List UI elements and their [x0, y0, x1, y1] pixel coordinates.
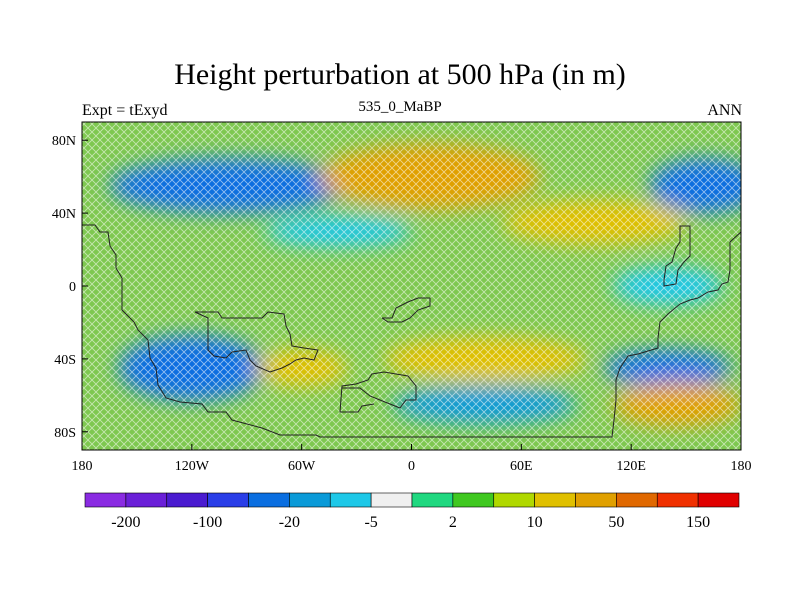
x-tick-label: 180: [72, 459, 93, 474]
colorbar-swatch: [248, 492, 290, 508]
colorbar-label: 50: [608, 514, 624, 531]
colorbar-swatch: [329, 492, 372, 508]
period-label: 535_0_MaBP: [358, 99, 442, 115]
coastline-antarctic-peninsula: [194, 311, 319, 373]
colorbar: -200 -100 -20 -5 2 10 50 150: [84, 492, 740, 531]
colorbar-label: -5: [364, 514, 377, 531]
coastline-south-america: [82, 224, 741, 438]
x-tick-label: 180: [731, 459, 752, 474]
x-tick-label: 120W: [175, 459, 210, 474]
season-label: ANN: [707, 102, 742, 119]
colorbar-label: -100: [193, 514, 222, 531]
coastline-weddell: [339, 371, 417, 413]
colorbar-swatch: [616, 492, 658, 508]
chart-title: Height perturbation at 500 hPa (in m): [174, 58, 626, 91]
x-tick-label: 120E: [616, 459, 646, 474]
coastlines: [82, 224, 741, 438]
colorbar-swatch: [452, 492, 495, 508]
colorbar-swatch: [411, 492, 454, 508]
x-tick-label: 0: [408, 459, 415, 474]
x-tick-label: 60W: [288, 459, 316, 474]
coastline-east: [663, 225, 691, 287]
colorbar-swatch: [656, 492, 699, 508]
experiment-label: Expt = tExyd: [82, 102, 168, 119]
colorbar-swatch: [289, 492, 331, 508]
colorbar-swatch: [493, 492, 535, 508]
colorbar-label: 150: [686, 514, 710, 531]
colorbar-swatch: [207, 492, 249, 508]
y-tick-label: 40N: [52, 207, 76, 222]
x-axis: 180 120W 60W 0 60E 120E 180: [72, 444, 752, 474]
colorbar-swatch: [125, 492, 168, 508]
colorbar-swatch: [166, 492, 208, 508]
colorbar-label: 10: [527, 514, 543, 531]
y-tick-label: 0: [69, 280, 76, 295]
y-axis: 80N 40N 0 40S 80S: [52, 134, 88, 441]
hatch-overlay: [82, 122, 741, 450]
colorbar-label: -200: [111, 514, 140, 531]
map-plot-area: [82, 122, 741, 450]
colorbar-swatch: [84, 492, 127, 508]
colorbar-swatch: [697, 492, 740, 508]
x-tick-label: 60E: [510, 459, 533, 474]
colorbar-label: 2: [449, 514, 457, 531]
y-tick-label: 40S: [54, 353, 76, 368]
colorbar-swatch: [370, 492, 413, 508]
colorbar-swatch: [575, 492, 617, 508]
colorbar-label: -20: [279, 514, 300, 531]
coastline-africa-tip: [381, 297, 431, 323]
colorbar-swatch: [534, 492, 576, 508]
y-tick-label: 80N: [52, 134, 76, 149]
y-tick-label: 80S: [54, 426, 76, 441]
